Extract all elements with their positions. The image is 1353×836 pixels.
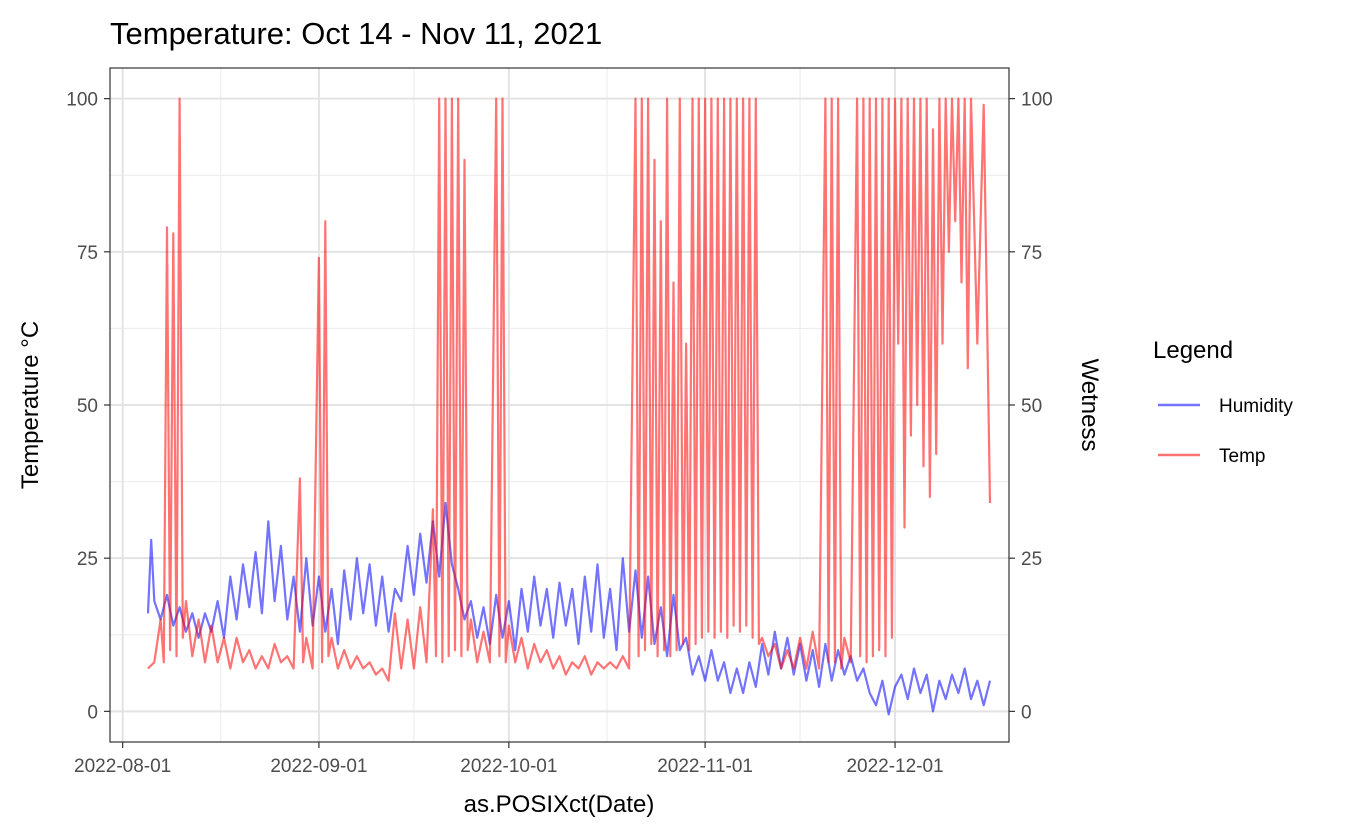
legend-entries: Humidity Temp [1158, 396, 1293, 467]
x-axis-title: as.POSIXct(Date) [464, 791, 655, 818]
series-line-humidity [146, 501, 992, 716]
y-tick-label: 100 [66, 90, 98, 111]
y2-tick-label: 0 [1021, 702, 1032, 723]
legend-label-temp: Temp [1219, 446, 1265, 467]
legend-label-humidity: Humidity [1219, 396, 1293, 417]
chart-title: Temperature: Oct 14 - Nov 11, 2021 [110, 16, 602, 51]
x-tick-label: 2022-10-01 [460, 756, 557, 777]
y-axis-right: 0 25 50 75 100 [1009, 90, 1053, 723]
y2-tick-label: 75 [1021, 243, 1042, 264]
legend-title: Legend [1153, 337, 1233, 364]
x-tick-label: 2022-09-01 [270, 756, 367, 777]
y-tick-label: 50 [77, 396, 98, 417]
x-tick-label: 2022-11-01 [657, 756, 753, 777]
legend: Legend Humidity Temp [1153, 337, 1293, 467]
y-tick-label: 0 [87, 702, 98, 723]
series-layer [146, 97, 992, 716]
x-tick-label: 2022-08-01 [74, 756, 171, 777]
y2-tick-label: 100 [1021, 90, 1053, 111]
y2-tick-label: 25 [1021, 549, 1042, 570]
x-tick-label: 2022-12-01 [846, 756, 943, 777]
series-line-temp [147, 97, 992, 682]
y-tick-label: 25 [77, 549, 98, 570]
y2-tick-label: 50 [1021, 396, 1042, 417]
y2-axis-title: Wetness [1076, 359, 1103, 452]
y-axis-title: Temperature °C [17, 321, 44, 489]
y-axis-left: 0 25 50 75 100 [66, 90, 110, 723]
x-axis: 2022-08-01 2022-09-01 2022-10-01 2022-11-01… [74, 742, 944, 777]
y-tick-label: 75 [77, 243, 98, 264]
